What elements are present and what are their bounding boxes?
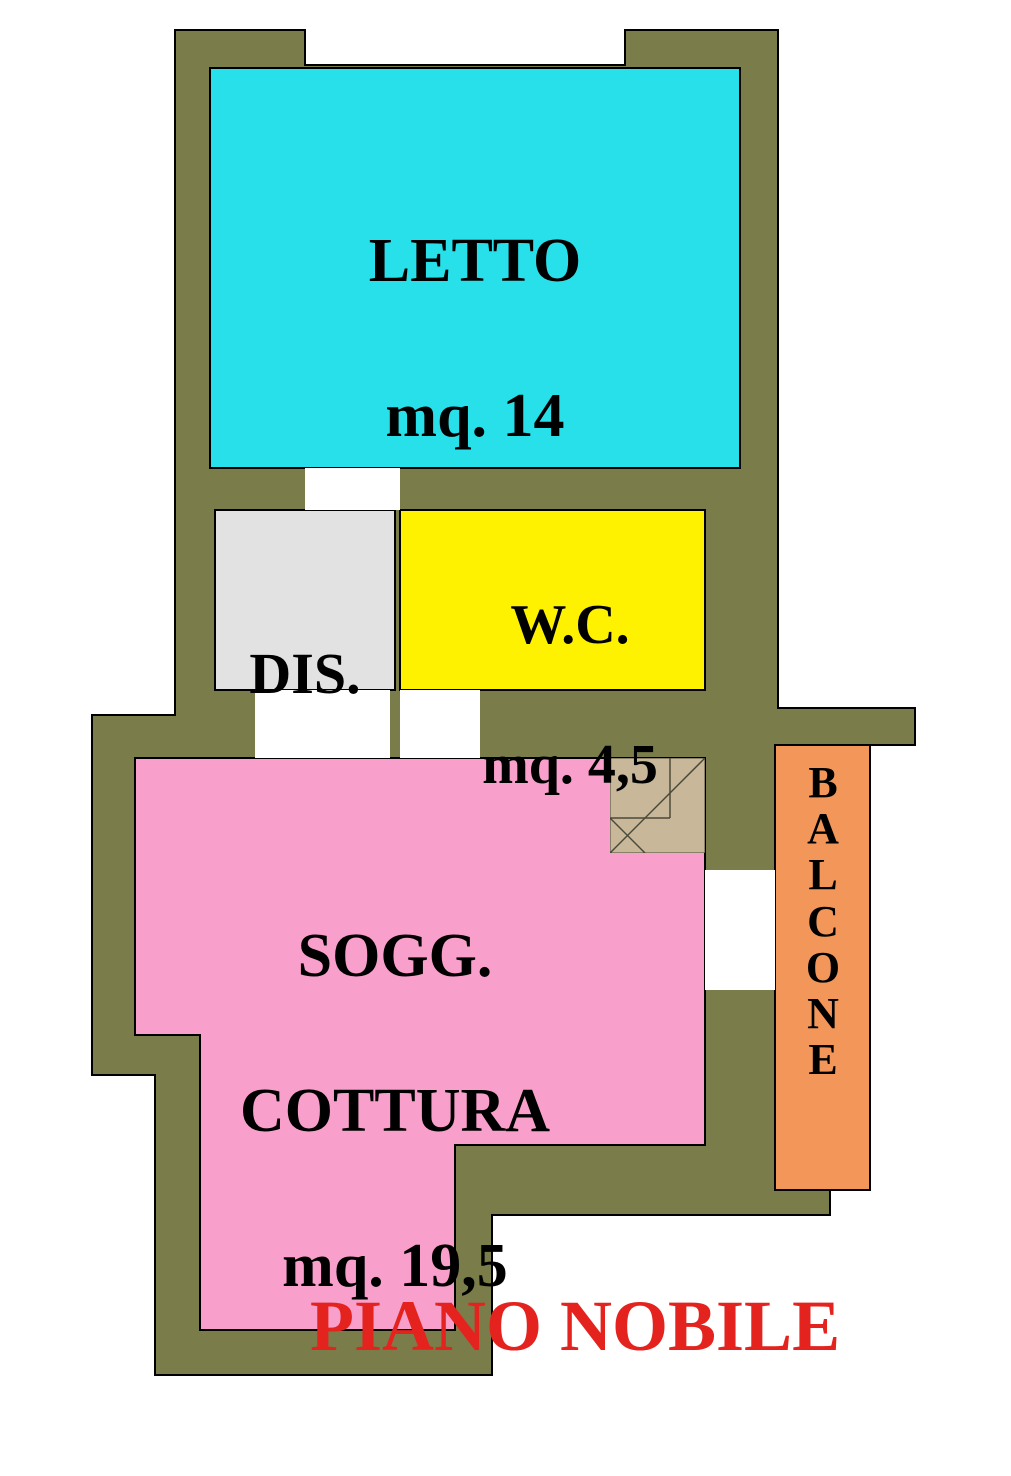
label-dis-text: DIS. (249, 641, 360, 706)
label-wc-name: W.C. (510, 594, 629, 656)
door-letto (305, 468, 400, 510)
label-sogg-name2: COTTURA (240, 1077, 550, 1145)
label-dis: DIS. (215, 565, 395, 710)
label-balcone-letter: E (775, 1037, 871, 1083)
floor-title-text: PIANO NOBILE (310, 1286, 840, 1366)
label-wc: W.C. mq. 4,5 (405, 520, 735, 800)
label-letto-area: mq. 14 (385, 382, 564, 450)
door-balcone (705, 870, 775, 990)
label-balcone-letter: A (775, 806, 871, 852)
label-wc-area: mq. 4,5 (482, 734, 658, 796)
label-sogg: SOGG. COTTURA mq. 19,5 (115, 840, 675, 1305)
label-balcone-letter: B (775, 760, 871, 806)
label-letto: LETTO mq. 14 (210, 145, 740, 455)
label-balcone-letter: O (775, 945, 871, 991)
label-balcone: BALCONE (775, 760, 871, 1180)
floor-plan-canvas: LETTO mq. 14 DIS. W.C. mq. 4,5 SOGG. COT… (0, 0, 1011, 1476)
floor-title: PIANO NOBILE (310, 1285, 1010, 1368)
label-sogg-name1: SOGG. (298, 922, 493, 990)
label-letto-name: LETTO (369, 227, 582, 295)
label-balcone-letter: L (775, 852, 871, 898)
label-balcone-letter: N (775, 991, 871, 1037)
label-balcone-letter: C (775, 899, 871, 945)
